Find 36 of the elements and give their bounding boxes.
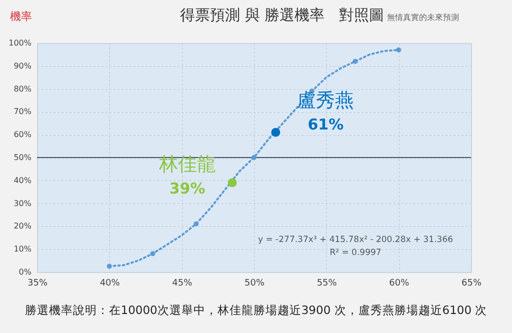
annotation: R² = 0.9997 [328,247,382,260]
point [150,251,156,256]
data-label: 61% [308,115,344,134]
point [228,178,237,188]
x-tick-label: 50% [244,278,265,288]
y-tick-label: 10% [14,244,32,254]
annotation: y = -277.37x³ + 415.78x² - 200.28x + 31.366 [258,234,454,247]
y-tick-label: 20% [14,222,32,231]
x-tick-label: 45% [172,278,193,288]
y-tick-label: 0% [18,268,32,276]
point [352,58,358,64]
x-tick-label: 60% [389,278,410,288]
series-label: 盧秀燕 [297,89,354,112]
y-tick-label: 90% [14,61,32,70]
y-tick-label: 50% [14,153,32,162]
y-tick-label: 40% [14,176,32,185]
y-tick-label: 30% [14,198,32,208]
chart-subtitle: 無情真實的未來預測 [386,13,459,22]
point [106,264,112,269]
y-tick-label: 100% [8,38,32,48]
text: 勝選機率說明：在10000次選舉中，林佳龍勝場趨近3900 次，盧秀燕勝場趨近6100 次 [24,303,488,318]
x-tick-label: 35% [27,278,48,288]
x-tick-label: 65% [461,278,482,288]
chart-title: 得票預測 與 勝選機率 對照圖 [180,6,384,24]
point [194,221,199,226]
y-tick-label: 60% [14,130,32,140]
y-axis-title: 機率 [10,9,32,24]
point [271,128,280,137]
point [396,47,402,52]
data-label: 39% [169,180,206,198]
y-tick-label: 70% [14,107,32,116]
x-tick-label: 40% [100,278,120,288]
x-tick-label: 55% [316,278,338,288]
point [252,155,256,160]
y-tick-label: 80% [14,84,32,94]
series-label: 林佳龍 [158,154,216,176]
